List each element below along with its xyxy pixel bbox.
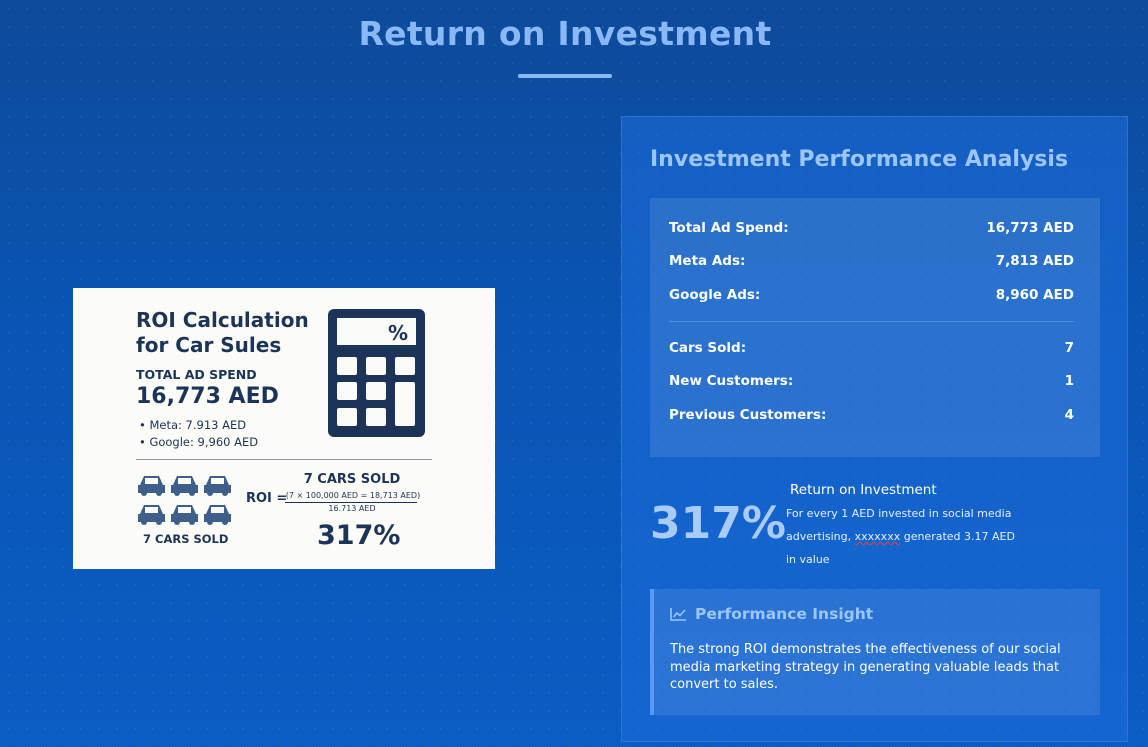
stat-row-google-ads: Google Ads: 8,960 AED	[669, 287, 1074, 303]
stat-row-new-customers: New Customers: 1	[669, 373, 1074, 389]
stat-label: Total Ad Spend:	[669, 220, 789, 236]
infographic-divider	[136, 459, 432, 460]
infographic-bullet-meta: Meta: 7.913 AED	[139, 417, 258, 434]
stat-value: 16,773 AED	[986, 220, 1074, 236]
roi-description: For every 1 AED invested in social media…	[786, 502, 1026, 571]
infographic-bullet-google: Google: 9,960 AED	[139, 434, 258, 451]
calculator-percent-symbol: %	[388, 321, 408, 345]
calculator-icon: %	[328, 309, 425, 437]
car-icon	[204, 476, 231, 496]
insight-title: Performance Insight	[695, 605, 874, 623]
stat-label: Meta Ads:	[669, 253, 746, 269]
page-title: Return on Investment	[358, 14, 772, 53]
infographic-spend-label: TOTAL AD SPEND	[136, 367, 257, 382]
car-icon	[171, 476, 198, 496]
cars-icon-group	[138, 476, 231, 525]
chart-line-icon	[670, 608, 686, 621]
car-icon	[171, 505, 198, 525]
stat-row-previous-customers: Previous Customers: 4	[669, 407, 1074, 423]
infographic-fraction-middle: (7 × 100,000 AED = 18,713 AED)	[285, 491, 421, 500]
stat-label: Google Ads:	[669, 287, 761, 303]
stat-label: New Customers:	[669, 373, 794, 389]
roi-description-misspelled-word: xxxxxxx	[854, 530, 901, 543]
infographic-cars-sold-label: 7 CARS SOLD	[143, 532, 229, 546]
performance-insight-card: Performance Insight The strong ROI demon…	[650, 589, 1100, 715]
insight-text: The strong ROI demonstrates the effectiv…	[670, 642, 1061, 692]
infographic-roi-result: 317%	[317, 520, 401, 551]
roi-description-part2: generated 3.17 AED in value	[786, 530, 1015, 566]
stat-row-meta-ads: Meta Ads: 7,813 AED	[669, 253, 1074, 269]
infographic-fraction-top: 7 CARS SOLD	[303, 472, 401, 487]
stat-row-total-ad-spend: Total Ad Spend: 16,773 AED	[669, 220, 1074, 236]
insight-title-row: Performance Insight	[670, 605, 873, 623]
infographic-spend-breakdown: Meta: 7.913 AED Google: 9,960 AED	[139, 417, 258, 451]
title-underline	[518, 74, 612, 78]
stat-label: Cars Sold:	[669, 340, 747, 356]
stat-value: 4	[1064, 407, 1074, 423]
infographic-spend-value: 16,773 AED	[136, 384, 279, 409]
infographic-title: ROI Calculation for Car Sules	[136, 308, 309, 357]
car-icon	[204, 505, 231, 525]
stat-value: 7	[1064, 340, 1074, 356]
stat-value: 1	[1064, 373, 1074, 389]
car-icon	[138, 476, 165, 496]
roi-heading: Return on Investment	[790, 482, 937, 498]
stat-value: 7,813 AED	[995, 253, 1074, 269]
panel-title: Investment Performance Analysis	[650, 147, 1069, 172]
stat-label: Previous Customers:	[669, 407, 827, 423]
investment-analysis-panel: Investment Performance Analysis Total Ad…	[621, 116, 1128, 742]
stat-row-cars-sold: Cars Sold: 7	[669, 340, 1074, 356]
stat-value: 8,960 AED	[995, 287, 1074, 303]
infographic-fraction-line	[285, 502, 417, 503]
roi-description-part1: For every 1 AED invested in social media…	[786, 507, 1012, 543]
stats-box: Total Ad Spend: 16,773 AED Meta Ads: 7,8…	[650, 198, 1100, 457]
roi-infographic-image: ROI Calculation for Car Sules TOTAL AD S…	[73, 288, 495, 569]
stats-divider	[669, 321, 1074, 322]
infographic-roi-label: ROI =	[246, 491, 288, 506]
roi-percentage: 317%	[650, 498, 786, 549]
car-icon	[138, 505, 165, 525]
infographic-fraction-bottom: 16.713 AED	[328, 504, 376, 513]
